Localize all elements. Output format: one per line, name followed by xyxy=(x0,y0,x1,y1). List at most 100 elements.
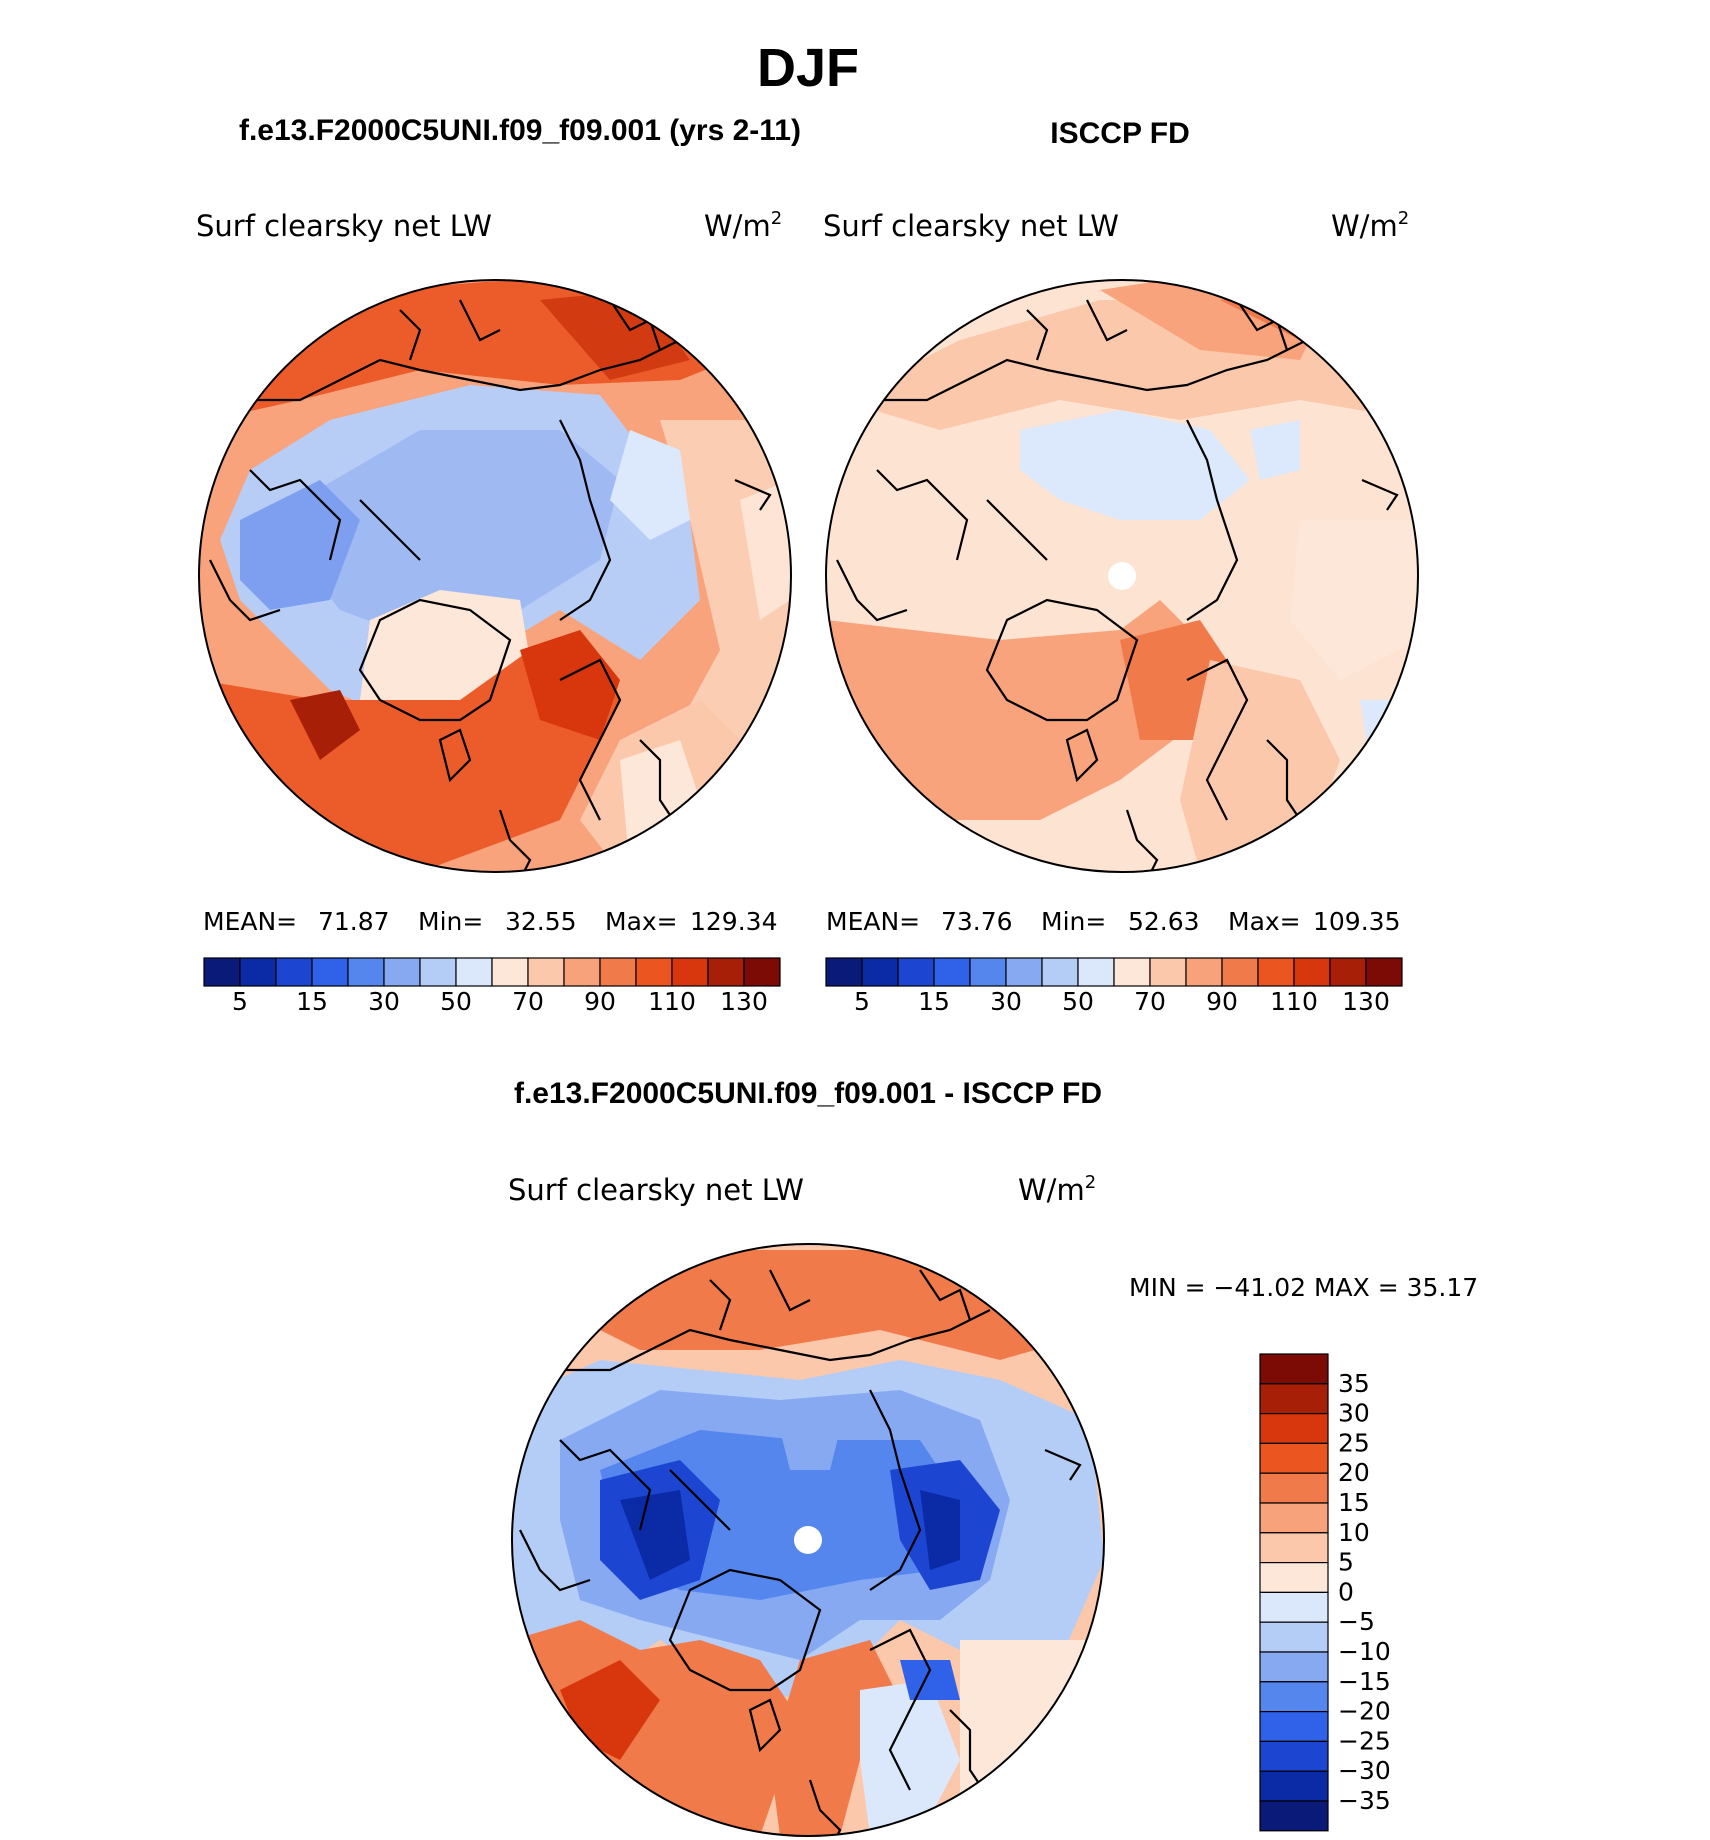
left-colorbar-swatch xyxy=(203,957,241,987)
right-colorbar-tick-label: 110 xyxy=(1270,987,1318,1016)
right-panel-title: ISCCP FD xyxy=(1050,117,1189,150)
diff-minmax-label: MIN = −41.02 MAX = 35.17 xyxy=(1129,1273,1478,1302)
left-polar-map xyxy=(198,279,792,873)
left-colorbar: 5 15 30 50 70 90 110 130 xyxy=(203,957,781,1016)
diff-colorbar-tick-label: −25 xyxy=(1338,1726,1391,1755)
left-colorbar-swatch xyxy=(599,957,637,987)
diff-colorbar-swatch xyxy=(1259,1502,1329,1534)
left-colorbar-swatch xyxy=(635,957,673,987)
right-variable-label: Surf clearsky net LW xyxy=(823,209,1119,243)
right-colorbar-swatch xyxy=(1077,957,1115,987)
right-colorbar-swatch xyxy=(1329,957,1367,987)
left-colorbar-swatch xyxy=(563,957,601,987)
left-mean-label: MEAN= xyxy=(203,907,297,936)
diff-colorbar-swatch xyxy=(1259,1800,1329,1832)
left-units-label: W/m2 xyxy=(704,208,782,243)
diff-colorbar-tick-label: 0 xyxy=(1338,1577,1354,1606)
diff-colorbar-tick-label: 20 xyxy=(1338,1458,1370,1487)
diff-colorbar-swatch xyxy=(1259,1412,1329,1444)
left-stats: MEAN= 71.87 Min= 32.55 Max= 129.34 xyxy=(203,907,777,936)
diff-colorbar-tick-label: −20 xyxy=(1338,1697,1391,1726)
right-min-value: 52.63 xyxy=(1128,907,1200,936)
left-colorbar-swatch xyxy=(527,957,565,987)
right-colorbar-swatch xyxy=(897,957,935,987)
diff-colorbar-tick-label: 5 xyxy=(1338,1548,1354,1577)
diff-colorbar-swatch xyxy=(1259,1651,1329,1683)
diff-colorbar-tick-label: 25 xyxy=(1338,1428,1370,1457)
left-min-label: Min= xyxy=(418,907,483,936)
right-colorbar-swatch xyxy=(1293,957,1331,987)
right-colorbar-tick-label: 70 xyxy=(1134,987,1166,1016)
left-colorbar-tick-label: 30 xyxy=(368,987,400,1016)
right-colorbar-swatch xyxy=(1149,957,1187,987)
right-colorbar-tick-label: 5 xyxy=(854,987,870,1016)
diff-panel-title: f.e13.F2000C5UNI.f09_f09.001 - ISCCP FD xyxy=(514,1077,1102,1110)
right-colorbar-swatch xyxy=(1221,957,1259,987)
right-colorbar-swatch xyxy=(933,957,971,987)
diff-colorbar-tick-label: −30 xyxy=(1338,1756,1391,1785)
left-mean-value: 71.87 xyxy=(318,907,390,936)
diff-colorbar-tick-label: 30 xyxy=(1338,1399,1370,1428)
right-colorbar-swatch xyxy=(1113,957,1151,987)
left-colorbar-swatch xyxy=(311,957,349,987)
left-panel-title: f.e13.F2000C5UNI.f09_f09.001 (yrs 2-11) xyxy=(239,114,801,147)
left-colorbar-swatch xyxy=(491,957,529,987)
main-title: DJF xyxy=(757,38,859,98)
right-stats: MEAN= 73.76 Min= 52.63 Max= 109.35 xyxy=(826,907,1400,936)
right-colorbar-tick-label: 90 xyxy=(1206,987,1238,1016)
right-colorbar-tick-label: 15 xyxy=(918,987,950,1016)
right-colorbar-swatch xyxy=(1005,957,1043,987)
diff-colorbar-swatch xyxy=(1259,1383,1329,1415)
left-colorbar-tick-label: 130 xyxy=(720,987,768,1016)
right-polar-map xyxy=(825,279,1419,873)
diff-variable-label: Surf clearsky net LW xyxy=(508,1173,804,1207)
diff-colorbar-tick-label: −15 xyxy=(1338,1667,1391,1696)
diff-colorbar-swatch xyxy=(1259,1591,1329,1623)
left-colorbar-swatch xyxy=(455,957,493,987)
left-colorbar-swatch xyxy=(707,957,745,987)
left-colorbar-swatch xyxy=(275,957,313,987)
diff-colorbar-swatch xyxy=(1259,1353,1329,1385)
left-colorbar-swatch xyxy=(671,957,709,987)
right-colorbar-tick-label: 50 xyxy=(1062,987,1094,1016)
right-colorbar-swatch xyxy=(1365,957,1403,987)
right-colorbar-swatch xyxy=(1041,957,1079,987)
diff-colorbar-tick-label: −5 xyxy=(1338,1607,1375,1636)
right-max-label: Max= xyxy=(1228,907,1301,936)
right-colorbar-tick-label: 130 xyxy=(1342,987,1390,1016)
right-max-value: 109.35 xyxy=(1313,907,1400,936)
left-colorbar-tick-label: 50 xyxy=(440,987,472,1016)
left-colorbar-tick-label: 110 xyxy=(648,987,696,1016)
diff-colorbar-tick-label: −35 xyxy=(1338,1786,1391,1815)
diff-colorbar-swatch xyxy=(1259,1710,1329,1742)
right-colorbar-tick-label: 30 xyxy=(990,987,1022,1016)
left-colorbar-swatch xyxy=(743,957,781,987)
left-max-label: Max= xyxy=(605,907,678,936)
right-colorbar-swatch xyxy=(1185,957,1223,987)
diff-colorbar-swatch xyxy=(1259,1472,1329,1504)
diff-polar-map xyxy=(511,1243,1105,1837)
diff-colorbar-swatch xyxy=(1259,1561,1329,1593)
left-colorbar-tick-label: 70 xyxy=(512,987,544,1016)
right-units-label: W/m2 xyxy=(1331,208,1409,243)
left-colorbar-tick-label: 15 xyxy=(296,987,328,1016)
left-variable-label: Surf clearsky net LW xyxy=(196,209,492,243)
diff-colorbar-swatch xyxy=(1259,1681,1329,1713)
diff-colorbar-swatch xyxy=(1259,1621,1329,1653)
right-colorbar-swatch xyxy=(861,957,899,987)
right-colorbar-swatch xyxy=(825,957,863,987)
left-colorbar-tick-label: 90 xyxy=(584,987,616,1016)
diff-colorbar-swatch xyxy=(1259,1442,1329,1474)
diff-colorbar-tick-label: 10 xyxy=(1338,1518,1370,1547)
left-max-value: 129.34 xyxy=(690,907,777,936)
right-colorbar-swatch xyxy=(969,957,1007,987)
right-min-label: Min= xyxy=(1041,907,1106,936)
diff-colorbar-swatch xyxy=(1259,1532,1329,1564)
right-colorbar-swatch xyxy=(1257,957,1295,987)
left-colorbar-swatch xyxy=(239,957,277,987)
left-colorbar-swatch xyxy=(383,957,421,987)
left-colorbar-swatch xyxy=(419,957,457,987)
left-colorbar-swatch xyxy=(347,957,385,987)
